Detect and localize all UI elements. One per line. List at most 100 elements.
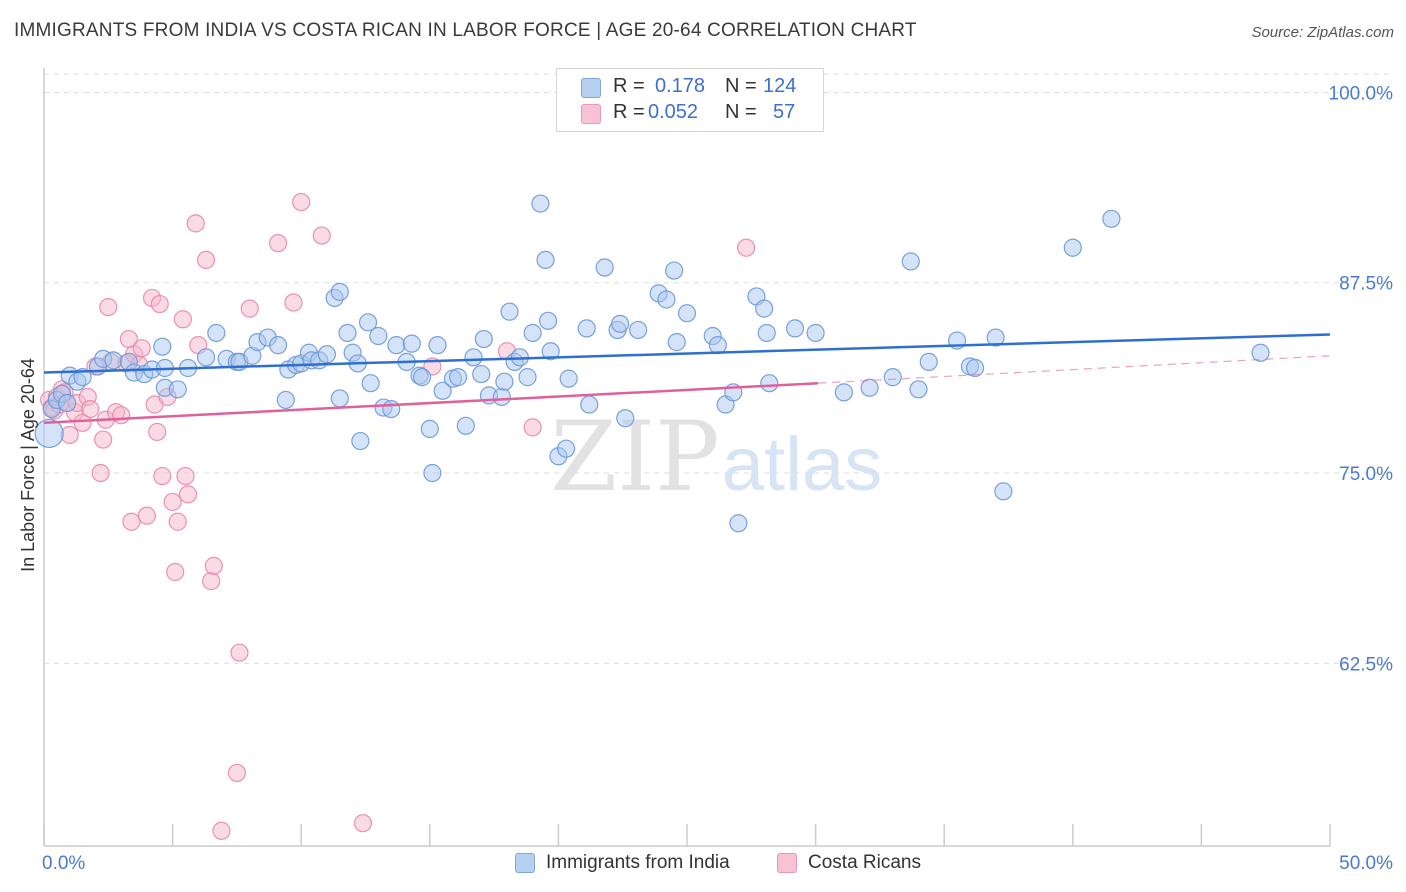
data-point-costa [94, 430, 113, 449]
data-point-costa [173, 310, 192, 329]
legend-n-value: 57 [773, 101, 796, 123]
axes [43, 68, 1331, 847]
data-point-india [665, 261, 684, 280]
data-point-costa [186, 214, 205, 233]
legend-r-label: R = [613, 101, 645, 123]
data-point-india [456, 416, 475, 435]
data-point-india [1063, 238, 1082, 257]
data-point-india [531, 194, 550, 213]
bottom-legend-label-india: Immigrants from India [546, 852, 730, 873]
data-point-india [330, 282, 349, 301]
data-point-costa [163, 492, 182, 512]
data-point-india [755, 299, 774, 318]
data-point-india [657, 290, 676, 309]
data-point-india [523, 323, 542, 343]
data-point-india [611, 314, 630, 333]
data-point-india [580, 395, 599, 414]
data-point-india [428, 336, 447, 355]
data-point-india [358, 313, 378, 332]
data-point-india [536, 250, 555, 270]
data-point-india [369, 326, 388, 346]
legend-swatch-india [581, 78, 601, 98]
data-point-india [518, 368, 537, 387]
data-point-india [760, 374, 779, 393]
data-point-costa [81, 399, 100, 419]
legend-r-label: R = [613, 75, 645, 97]
data-point-india [317, 345, 337, 364]
data-point-india [153, 337, 172, 356]
data-point-costa [204, 556, 223, 575]
data-point-india [729, 514, 748, 533]
data-point-costa [312, 226, 331, 245]
data-point-india [104, 351, 123, 370]
data-point-india [338, 323, 357, 343]
data-point-india [785, 319, 805, 338]
data-point-india [1251, 343, 1270, 362]
data-point-india [901, 252, 920, 271]
data-point-costa [91, 463, 110, 483]
data-point-india [757, 323, 776, 343]
trend-lines [43, 333, 1331, 425]
watermark-zip: ZIP [550, 401, 719, 513]
data-point-costa [353, 814, 373, 833]
data-point-india [559, 369, 578, 388]
data-point-costa [268, 234, 288, 253]
data-point-india [629, 320, 648, 340]
bottom-legend-swatch-india [515, 853, 535, 873]
data-point-india [806, 323, 825, 343]
series-immigrants-from-india [34, 194, 1270, 533]
x-tick-label: 0.0% [42, 853, 85, 874]
data-point-costa [230, 643, 249, 662]
data-point-costa [166, 562, 185, 582]
series-costa-ricans [40, 192, 756, 840]
legend-r-value: 0.052 [648, 101, 699, 123]
y-tick-label: 75.0% [1339, 464, 1393, 485]
data-point-costa [132, 339, 151, 358]
x-tick-label: 50.0% [1339, 853, 1393, 874]
data-point-india [34, 418, 64, 449]
y-tick-labels: 62.5% 75.0% 87.5% 100.0% [1329, 83, 1394, 675]
data-point-india [909, 380, 928, 399]
data-point-india [73, 368, 92, 387]
data-point-india [595, 258, 614, 277]
watermark-atlas: atlas [722, 422, 883, 507]
data-point-india [919, 352, 938, 371]
chart-title: IMMIGRANTS FROM INDIA VS COSTA RICAN IN … [14, 20, 917, 41]
data-point-costa [176, 466, 195, 486]
data-point-india [196, 348, 216, 367]
data-point-india [58, 393, 77, 413]
source-credit: Source: ZipAtlas.com [1251, 24, 1394, 41]
data-point-costa [202, 572, 221, 591]
data-point-india [616, 409, 635, 428]
data-point-india [541, 342, 560, 361]
data-point-costa [168, 512, 187, 531]
bottom-legend-swatch-costa [777, 853, 797, 873]
legend-swatch-costa [581, 104, 601, 124]
data-point-india [677, 304, 697, 323]
data-point-india [495, 372, 514, 391]
data-point-costa [737, 238, 756, 257]
data-point-costa [122, 512, 141, 531]
data-point-india [423, 463, 442, 483]
data-point-india [276, 390, 295, 410]
data-point-costa [196, 250, 216, 270]
data-point-india [539, 311, 558, 330]
data-point-india [472, 364, 491, 384]
data-point-costa [227, 763, 246, 783]
x-tick-labels: 0.0% 50.0% [42, 853, 1393, 874]
trend-line-costa [43, 381, 819, 425]
y-tick-label: 62.5% [1339, 654, 1393, 675]
bottom-legend-label-costa: Costa Ricans [808, 852, 921, 873]
data-point-costa [212, 821, 231, 840]
legend-r-value: 0.178 [655, 75, 706, 97]
data-point-costa [150, 294, 169, 314]
data-point-india [382, 399, 401, 419]
data-point-costa [60, 425, 79, 445]
data-point-india [986, 328, 1005, 347]
legend-n-label: N = [725, 75, 757, 97]
data-point-india [412, 368, 432, 387]
y-axis-label: In Labor Force | Age 20-64 [18, 358, 38, 572]
data-point-india [1102, 209, 1121, 228]
data-point-costa [148, 422, 167, 442]
data-point-india [361, 374, 380, 393]
